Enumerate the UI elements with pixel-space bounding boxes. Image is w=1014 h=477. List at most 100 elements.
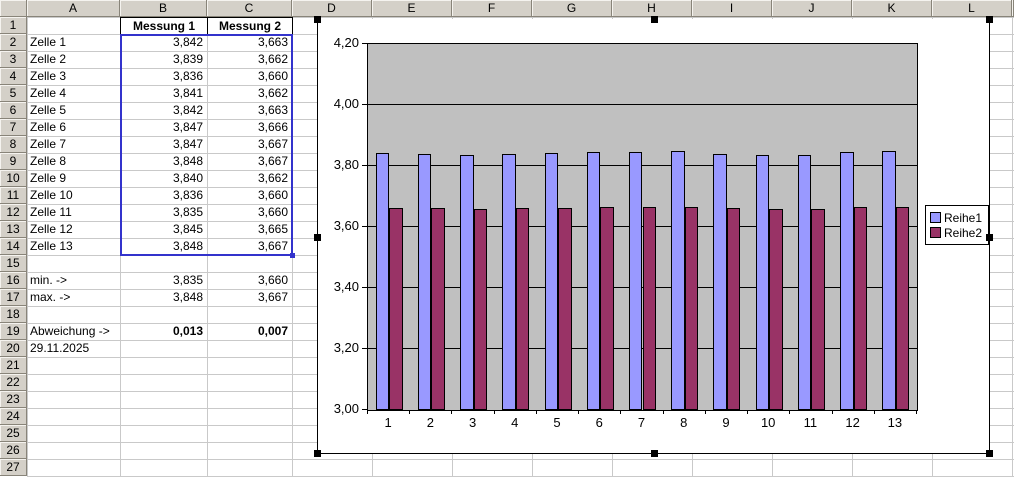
bar-reihe1-13[interactable]	[882, 151, 896, 410]
row-header-15[interactable]: 15	[0, 255, 27, 272]
cell-c19[interactable]: 0,007	[257, 324, 288, 338]
bar-reihe1-7[interactable]	[628, 151, 643, 410]
cell-a6[interactable]: Zelle 5	[30, 103, 67, 117]
cell-b6[interactable]: 3,842	[172, 103, 203, 117]
bar-reihe2-4[interactable]	[515, 208, 530, 410]
bar-reihe1-10[interactable]	[755, 155, 770, 410]
row-header-3[interactable]: 3	[0, 51, 27, 68]
bar-reihe2-8[interactable]	[684, 206, 699, 410]
row-header-1[interactable]: 1	[0, 17, 27, 34]
bar-reihe1-2[interactable]	[417, 154, 432, 410]
row-header-25[interactable]: 25	[0, 425, 27, 442]
cell-b11[interactable]: 3,836	[172, 188, 203, 202]
row-header-10[interactable]: 10	[0, 170, 27, 187]
column-header-f[interactable]: F	[452, 0, 532, 17]
chart-selection-handle[interactable]	[650, 16, 658, 23]
row-header-7[interactable]: 7	[0, 119, 27, 136]
row-header-13[interactable]: 13	[0, 221, 27, 238]
row-header-12[interactable]: 12	[0, 204, 27, 221]
row-header-14[interactable]: 14	[0, 238, 27, 255]
cell-b12[interactable]: 3,835	[172, 205, 203, 219]
row-header-24[interactable]: 24	[0, 408, 27, 425]
bar-reihe2-7[interactable]	[642, 206, 656, 410]
bar-reihe1-4[interactable]	[502, 153, 516, 410]
cell-a10[interactable]: Zelle 9	[30, 171, 67, 185]
cell-b14[interactable]: 3,848	[172, 239, 203, 253]
row-header-27[interactable]: 27	[0, 459, 27, 476]
cell-b10[interactable]: 3,840	[172, 171, 203, 185]
chart-selection-handle[interactable]	[314, 450, 321, 457]
chart-selection-handle[interactable]	[986, 233, 993, 241]
cell-c13[interactable]: 3,665	[257, 222, 288, 236]
cell-c11[interactable]: 3,660	[257, 188, 288, 202]
cell-a7[interactable]: Zelle 6	[30, 120, 67, 134]
row-header-5[interactable]: 5	[0, 85, 27, 102]
row-header-21[interactable]: 21	[0, 357, 27, 374]
chart-plot-area[interactable]	[367, 43, 918, 411]
cell-a9[interactable]: Zelle 8	[30, 154, 67, 168]
bar-reihe2-5[interactable]	[558, 207, 572, 410]
column-header-d[interactable]: D	[292, 0, 372, 17]
bar-reihe1-1[interactable]	[375, 153, 390, 410]
cell-a12[interactable]: Zelle 11	[30, 205, 72, 219]
row-header-17[interactable]: 17	[0, 289, 27, 306]
cell-a3[interactable]: Zelle 2	[30, 52, 67, 66]
cell-a2[interactable]: Zelle 1	[30, 35, 67, 49]
row-header-9[interactable]: 9	[0, 153, 27, 170]
cell-c6[interactable]: 3,663	[257, 103, 288, 117]
bar-reihe2-10[interactable]	[769, 208, 783, 410]
row-header-8[interactable]: 8	[0, 136, 27, 153]
cell-c5[interactable]: 3,662	[257, 86, 288, 100]
bar-reihe1-5[interactable]	[544, 153, 559, 410]
column-header-a[interactable]: A	[27, 0, 120, 17]
chart-selection-handle[interactable]	[314, 233, 321, 241]
bar-reihe2-1[interactable]	[389, 207, 403, 410]
cell-b13[interactable]: 3,845	[172, 222, 203, 236]
bar-reihe2-11[interactable]	[811, 208, 825, 410]
bar-reihe2-13[interactable]	[895, 206, 910, 410]
cell-b7[interactable]: 3,847	[172, 120, 203, 134]
cell-c3[interactable]: 3,662	[257, 52, 288, 66]
cell-c16[interactable]: 3,660	[257, 273, 288, 287]
cell-a20[interactable]: 29.11.2025	[30, 341, 90, 355]
chart-selection-handle[interactable]	[986, 450, 993, 457]
row-header-16[interactable]: 16	[0, 272, 27, 289]
cell-c8[interactable]: 3,667	[257, 137, 288, 151]
cell-b3[interactable]: 3,839	[172, 52, 203, 66]
cell-c1-messung2-header[interactable]: Messung 2	[207, 17, 293, 35]
column-header-h[interactable]: H	[612, 0, 692, 17]
cell-b1-messung1-header[interactable]: Messung 1	[120, 17, 208, 35]
cell-b2[interactable]: 3,842	[172, 35, 203, 49]
cell-a19[interactable]: Abweichung ->	[30, 324, 110, 338]
bar-reihe1-8[interactable]	[671, 151, 685, 410]
row-header-23[interactable]: 23	[0, 391, 27, 408]
cell-c10[interactable]: 3,662	[257, 171, 288, 185]
chart-selection-handle[interactable]	[650, 450, 658, 457]
row-header-22[interactable]: 22	[0, 374, 27, 391]
cell-b17[interactable]: 3,848	[172, 290, 203, 304]
cell-a14[interactable]: Zelle 13	[30, 239, 73, 253]
bar-reihe2-6[interactable]	[600, 206, 614, 410]
row-header-20[interactable]: 20	[0, 340, 27, 357]
cell-c4[interactable]: 3,660	[257, 69, 288, 83]
cell-a11[interactable]: Zelle 10	[30, 188, 73, 202]
column-header-i[interactable]: I	[692, 0, 772, 17]
legend-item-reihe1[interactable]: Reihe1	[930, 210, 984, 225]
bar-reihe1-3[interactable]	[460, 155, 474, 410]
bar-reihe1-12[interactable]	[840, 152, 854, 410]
legend-item-reihe2[interactable]: Reihe2	[930, 225, 984, 240]
cell-a17[interactable]: max. ->	[30, 290, 71, 304]
cell-c2[interactable]: 3,663	[257, 35, 288, 49]
chart-object[interactable]: 4,20 4,00 3,80 3,60 3,40 3,20 3,00 1 2 3 4 5 6 7 8 9 10…	[317, 19, 990, 454]
chart-selection-handle[interactable]	[314, 16, 321, 23]
cell-a4[interactable]: Zelle 3	[30, 69, 67, 83]
cell-a16[interactable]: min. ->	[30, 273, 68, 287]
cell-a13[interactable]: Zelle 12	[30, 222, 73, 236]
bar-reihe2-3[interactable]	[473, 208, 488, 410]
chart-selection-handle[interactable]	[986, 16, 993, 23]
cell-c14[interactable]: 3,667	[257, 239, 288, 253]
selection-fill-handle[interactable]	[290, 253, 295, 258]
column-header-g[interactable]: G	[532, 0, 612, 17]
bar-reihe2-9[interactable]	[726, 208, 741, 410]
cell-b8[interactable]: 3,847	[172, 137, 203, 151]
